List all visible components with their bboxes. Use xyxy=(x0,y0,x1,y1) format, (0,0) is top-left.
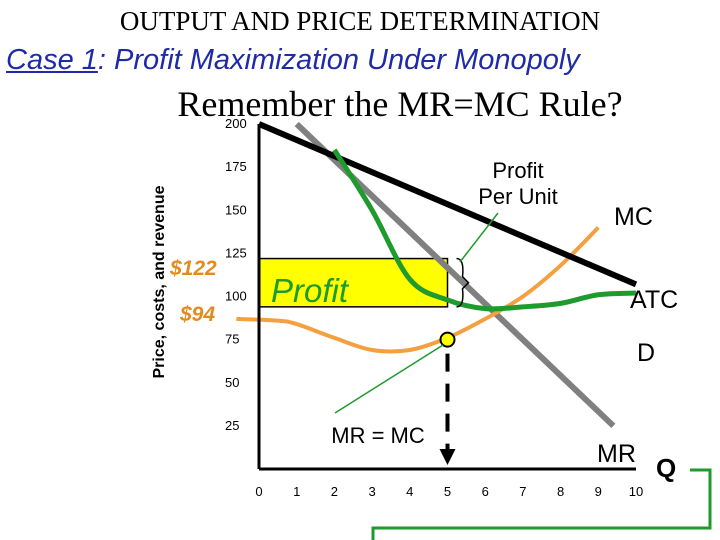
x-axis-label: Q xyxy=(656,453,676,483)
mr-mc-pointer-line xyxy=(334,344,444,414)
y-tick-label: 150 xyxy=(225,202,247,217)
x-tick-label: 10 xyxy=(629,484,643,499)
profit-per-unit-label-2: Per Unit xyxy=(478,184,557,209)
x-tick-label: 2 xyxy=(331,484,338,499)
price-label: $122 xyxy=(169,257,217,280)
y-axis-label: Price, costs, and revenue xyxy=(151,185,168,378)
rule-question: Remember the MR=MC Rule? xyxy=(177,84,623,124)
profit-per-unit-pointer-line xyxy=(459,212,499,263)
case-description: : Profit Maximization Under Monopoly xyxy=(97,44,580,76)
x-tick-label: 5 xyxy=(444,484,451,499)
demand-curve-label: D xyxy=(637,339,655,367)
mr-equals-mc-label: MR = MC xyxy=(331,423,425,448)
mr-curve-label: MR xyxy=(597,440,636,468)
x-tick-label: 9 xyxy=(595,484,602,499)
x-tick-label: 0 xyxy=(255,484,262,499)
mr-mc-intersection-point xyxy=(439,331,456,348)
profit-label: Profit xyxy=(271,272,350,309)
y-tick-label: 100 xyxy=(225,289,247,304)
y-tick-label: 50 xyxy=(225,375,239,390)
quantity-arrow xyxy=(439,449,456,465)
profit-per-unit-label-1: Profit xyxy=(492,158,543,183)
case-label: Case 1 xyxy=(6,44,98,76)
y-tick-label: 175 xyxy=(225,159,247,174)
atc-value-label: $94 xyxy=(179,303,215,326)
page-subtitle: Case 1: Profit Maximization Under Monopo… xyxy=(6,44,580,77)
x-tick-label: 7 xyxy=(519,484,526,499)
mc-curve xyxy=(236,226,600,354)
page-title: OUTPUT AND PRICE DETERMINATION xyxy=(119,6,601,36)
decorative-bracket xyxy=(371,468,712,540)
atc-curve-label: ATC xyxy=(630,286,678,314)
x-tick-label: 4 xyxy=(406,484,413,499)
x-tick-label: 8 xyxy=(557,484,564,499)
atc-curve xyxy=(332,148,637,312)
demand-curve xyxy=(257,121,638,288)
y-tick-label: 200 xyxy=(225,116,247,131)
y-tick-label: 75 xyxy=(225,332,239,347)
mc-curve-label: MC xyxy=(614,203,653,231)
x-tick-label: 1 xyxy=(293,484,300,499)
y-tick-label: 125 xyxy=(225,245,247,260)
y-tick-label: 25 xyxy=(225,418,239,433)
x-tick-label: 3 xyxy=(368,484,375,499)
x-tick-label: 6 xyxy=(482,484,489,499)
